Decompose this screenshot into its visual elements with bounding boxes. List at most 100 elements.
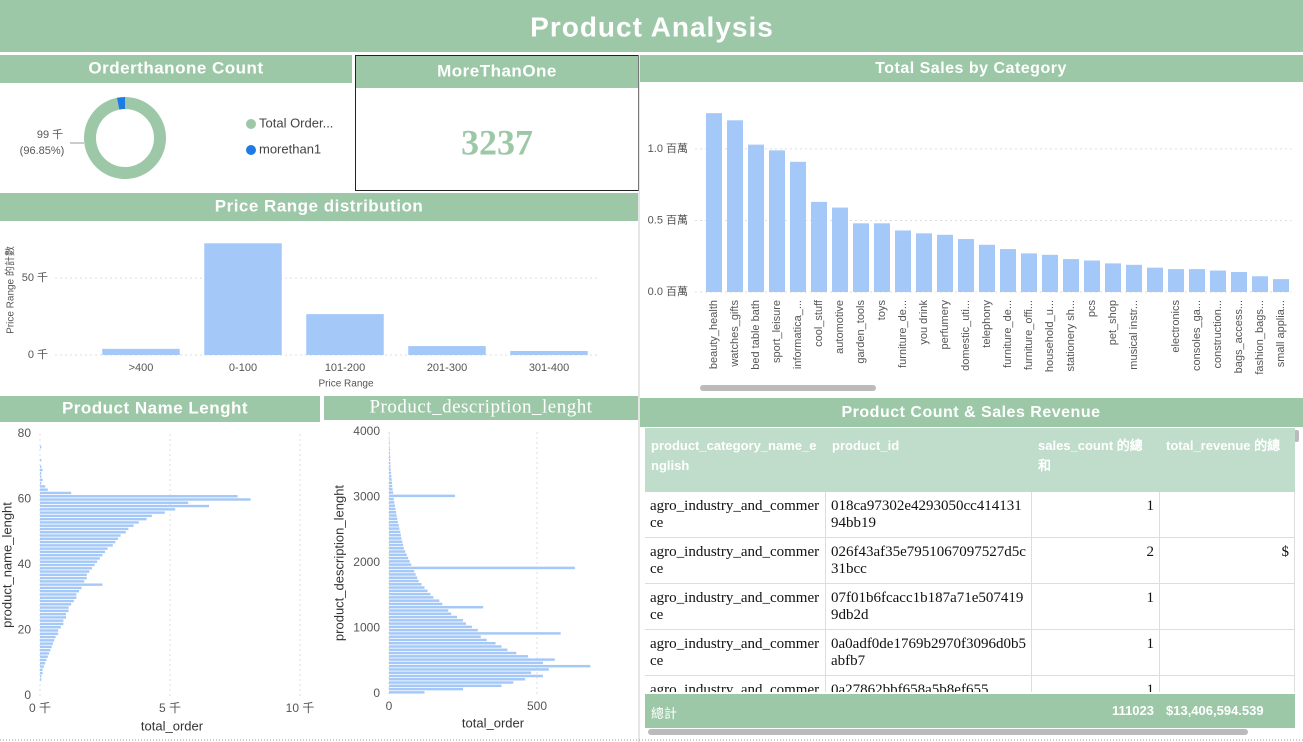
table-cell: 1 <box>1032 676 1160 692</box>
table-cell: 1 <box>1032 630 1160 676</box>
table-cell: 026f43af35e7951067097527d5c31bcc <box>826 538 1032 584</box>
histogram-bar <box>389 452 390 455</box>
bar <box>40 606 69 609</box>
x-axis-title: total_order <box>141 718 204 733</box>
bar <box>937 234 953 292</box>
histogram-bar <box>389 563 412 566</box>
bar <box>40 534 121 537</box>
total-revenue: $13,406,594.539 <box>1166 703 1264 718</box>
bar <box>40 580 85 583</box>
bar <box>832 207 848 292</box>
bar <box>40 612 66 616</box>
bar <box>1000 249 1016 292</box>
bar <box>40 671 43 675</box>
data-label: (96.85%) <box>20 145 65 157</box>
table-cell: agro_industry_and_commerce <box>645 538 826 584</box>
card-title: MoreThanOne <box>437 61 557 80</box>
histogram-bar <box>389 605 484 609</box>
scrollbar[interactable] <box>700 385 876 391</box>
histogram-bar <box>389 465 391 468</box>
column-header: sales_count 的總和 <box>1038 438 1143 473</box>
histogram-bar <box>389 438 390 442</box>
histogram-bar <box>389 619 463 622</box>
bar <box>1042 254 1058 292</box>
histogram-bar <box>389 658 555 661</box>
histogram-bar <box>389 524 399 527</box>
histogram-bar <box>389 664 591 668</box>
bar <box>727 120 743 292</box>
table-cell <box>1160 492 1295 538</box>
histogram-bar <box>389 448 390 452</box>
bar <box>40 478 43 482</box>
x-tick-label: small applia... <box>1275 300 1287 367</box>
bar <box>1021 253 1037 292</box>
scrollbar[interactable] <box>648 729 1248 735</box>
x-tick-label: 500 <box>527 699 547 713</box>
table-header: product_category_name_english product_id s… <box>645 428 1295 492</box>
legend-label: morethan1 <box>259 141 321 156</box>
bar <box>1210 270 1226 292</box>
histogram-bar <box>389 530 401 534</box>
x-tick-label: 0 千 <box>29 701 51 715</box>
bar <box>40 586 82 590</box>
chart-title: Total Sales by Category <box>875 60 1067 77</box>
table-title: Product Count & Sales Revenue <box>842 404 1101 421</box>
table-cell: agro_industry_and_commerce <box>645 584 826 630</box>
bar <box>40 619 64 622</box>
y-axis-title: product_name_lenght <box>0 502 14 628</box>
bar <box>40 537 118 540</box>
histogram-bar <box>389 615 458 619</box>
bar <box>40 648 51 652</box>
bar <box>40 491 72 495</box>
bar <box>40 570 90 573</box>
bar <box>40 675 42 678</box>
x-tick-label: telephony <box>981 300 993 348</box>
bar <box>40 645 52 649</box>
histogram-bar <box>389 678 526 681</box>
x-tick-label: domestic_uti... <box>960 300 972 371</box>
y-tick-label: 0 <box>24 688 31 702</box>
y-tick-label: 0.5 百萬 <box>648 213 688 226</box>
column-header: product_category_name_english <box>651 438 817 473</box>
histogram-bar <box>389 573 416 576</box>
x-tick-label: bags_access... <box>1233 300 1245 373</box>
bar <box>40 517 147 521</box>
bar <box>874 223 890 292</box>
bar <box>40 504 209 508</box>
histogram-bar <box>389 674 543 678</box>
bar <box>40 540 116 544</box>
histogram-bar <box>389 583 422 586</box>
bar <box>40 508 176 511</box>
x-tick-label: construction... <box>1212 300 1224 368</box>
histogram-bar <box>389 504 395 507</box>
histogram-bar <box>389 612 452 615</box>
x-tick-label: you drink <box>918 300 930 345</box>
table-row: agro_industry_and_commerce 018ca97302e429… <box>645 492 1295 538</box>
table-body: agro_industry_and_commerce 018ca97302e429… <box>645 492 1295 692</box>
histogram-bar <box>389 533 401 537</box>
bar <box>40 668 43 671</box>
bar <box>510 351 588 355</box>
histogram-bar <box>389 599 440 602</box>
x-tick-label: 101-200 <box>325 362 365 374</box>
y-axis-title: product_description_lenght <box>331 485 346 641</box>
histogram-bar <box>389 481 392 484</box>
x-tick-label: 5 千 <box>159 701 181 715</box>
histogram-bar <box>389 497 394 501</box>
histogram-bar <box>389 592 431 596</box>
bar <box>40 521 139 524</box>
bar <box>40 465 42 468</box>
y-tick-label: 1000 <box>353 621 380 635</box>
x-tick-label: consoles_ga... <box>1191 300 1203 371</box>
bar <box>958 239 974 292</box>
scrollbar[interactable] <box>1294 430 1299 442</box>
table-cell: 1 <box>1032 584 1160 630</box>
histogram-bar <box>389 507 396 511</box>
legend-marker <box>246 119 256 129</box>
panel-header <box>640 398 1303 427</box>
y-tick-label: 3000 <box>353 490 380 504</box>
histogram-bar <box>389 602 443 606</box>
bar <box>40 658 47 662</box>
y-tick-label: 20 <box>18 623 32 637</box>
